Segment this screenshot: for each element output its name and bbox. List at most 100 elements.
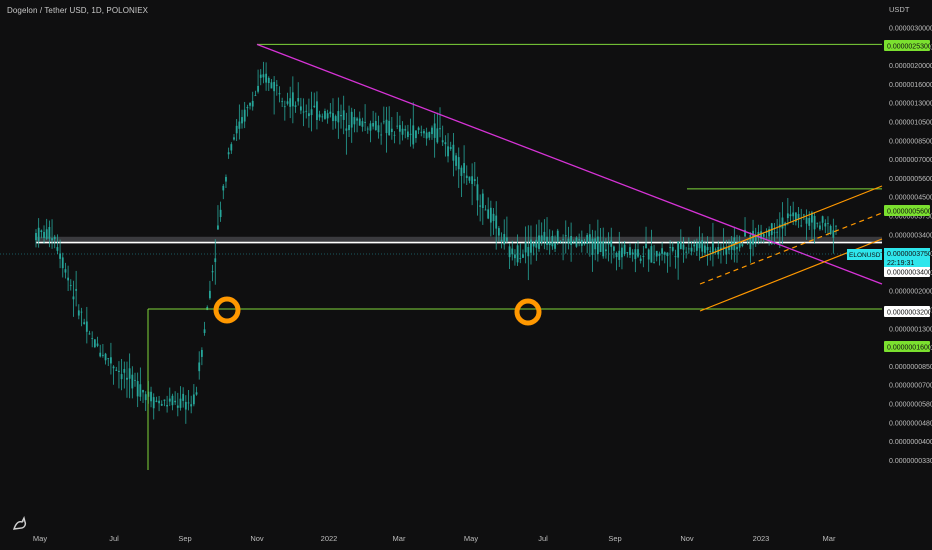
price-axis[interactable]: USDT 0.0000030000 0.0000025300 0.0000020000…	[889, 5, 932, 465]
level-low-tag-bg	[884, 341, 930, 352]
price-tick-label: 0.0000000700	[889, 383, 932, 390]
candle-body	[222, 185, 225, 191]
candle	[776, 219, 779, 239]
candle-body	[433, 123, 436, 138]
candle-body	[621, 247, 623, 258]
candle	[794, 212, 797, 226]
candle-body	[677, 241, 680, 258]
candle-body	[238, 121, 241, 129]
candle-body	[658, 253, 661, 256]
candle-body	[297, 98, 300, 102]
candle-body	[760, 231, 762, 240]
candle-body	[243, 109, 246, 122]
candle-body	[706, 246, 709, 251]
candle-body	[176, 405, 179, 408]
candle	[811, 210, 813, 242]
candle	[621, 242, 623, 270]
candle	[497, 226, 500, 242]
candle-body	[289, 98, 292, 107]
candle	[663, 251, 666, 264]
candle	[714, 247, 717, 255]
candle-body	[166, 405, 169, 407]
time-tick-label: Mar	[393, 534, 406, 543]
candle	[324, 108, 326, 120]
candle	[524, 226, 527, 264]
price-tick-label: 0.0000000580	[889, 402, 932, 409]
candle	[516, 234, 519, 266]
candle	[203, 321, 206, 336]
candle-body	[281, 101, 284, 103]
time-tick-label: Jul	[538, 534, 548, 543]
candle	[407, 124, 409, 140]
candle-body	[428, 131, 431, 138]
candle-body	[503, 234, 506, 245]
candle	[190, 395, 193, 414]
time-axis[interactable]: May Jul Sep Nov 2022 Mar May Jul Sep Nov 2023 Mar	[33, 534, 836, 543]
candle	[289, 86, 292, 119]
candle	[83, 318, 86, 325]
candle	[762, 232, 765, 244]
symbol-text: ELONUSDT	[849, 252, 884, 259]
last-price-tag[interactable]: 0.0000003750 22:19:31	[884, 248, 932, 267]
candle	[225, 174, 227, 189]
candle	[455, 152, 457, 171]
candle	[332, 98, 334, 130]
candle	[219, 201, 222, 222]
symbol-tag[interactable]: ELONUSDT	[847, 249, 884, 260]
candle	[209, 280, 211, 300]
candle-body	[463, 163, 465, 174]
candle	[345, 112, 348, 155]
candle-body	[487, 209, 490, 219]
candle-body	[479, 205, 482, 207]
candle-body	[679, 241, 682, 250]
candle	[126, 361, 128, 398]
price-tick-label: 0.0000001300	[889, 326, 932, 333]
candle	[358, 111, 361, 126]
price-tick-label: 0.0000030000	[889, 26, 932, 33]
candle-body	[776, 231, 779, 233]
candle-body	[805, 217, 808, 224]
candle	[356, 116, 358, 133]
candle-body	[219, 209, 222, 218]
candle	[508, 243, 511, 270]
candle	[679, 229, 682, 250]
candle-body	[190, 404, 193, 407]
candle	[281, 97, 284, 108]
candle	[473, 161, 476, 187]
candle	[112, 365, 115, 385]
level-low-tag: 0.0000001600	[884, 341, 932, 352]
candle-body	[813, 215, 816, 230]
candle-body	[412, 125, 415, 145]
candle-body	[48, 227, 51, 239]
candle-body	[789, 214, 792, 217]
candle-body	[546, 236, 548, 245]
candle-body	[372, 122, 375, 127]
candle-body	[187, 402, 190, 404]
candle	[602, 227, 605, 259]
candle-body	[99, 352, 102, 357]
candle	[396, 111, 399, 130]
candle-body	[195, 392, 198, 395]
level-top-tag: 0.0000025300	[884, 40, 932, 51]
candle	[35, 229, 37, 248]
candle	[318, 110, 321, 121]
candle-body	[639, 258, 642, 261]
candle-body	[93, 339, 96, 348]
candle-body	[701, 240, 704, 252]
candle	[805, 209, 808, 240]
candle	[481, 189, 484, 225]
candle-body	[532, 243, 535, 247]
candle-body	[829, 225, 832, 234]
candle	[88, 330, 91, 335]
candle	[48, 220, 51, 248]
candle-body	[832, 230, 835, 238]
zone-top-tag: 0.0000003400	[884, 266, 932, 277]
candle	[548, 229, 551, 255]
candle	[503, 219, 506, 250]
candle	[340, 104, 342, 129]
candle	[465, 165, 468, 186]
candle-body	[514, 254, 516, 259]
retest-marker-circle	[514, 298, 542, 326]
candle-body	[693, 244, 696, 247]
